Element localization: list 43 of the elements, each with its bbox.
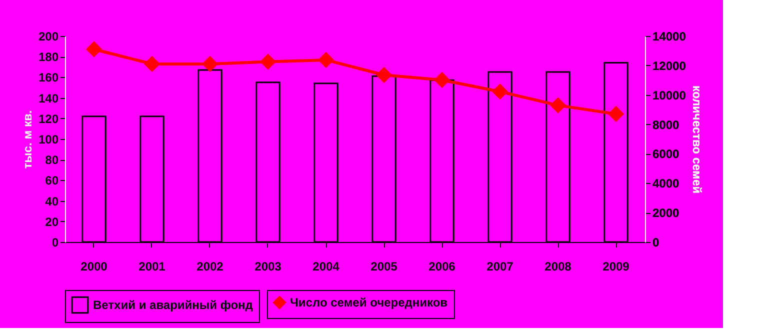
y2-tick-label: 4000 [652, 176, 680, 191]
y2-tick-label: 10000 [652, 88, 686, 102]
legend-label: Ветхий и аварийный фонд [93, 298, 254, 312]
x-tick-label: 2001 [138, 260, 166, 274]
point [434, 72, 450, 88]
x-tick-label: 2004 [312, 260, 340, 274]
y-tick-label: 80 [45, 153, 59, 168]
y2-tick-label: 0 [652, 236, 660, 250]
x-tick-label: 2003 [254, 260, 282, 274]
y-tick-label: 160 [38, 70, 59, 85]
y-tick-label: 180 [38, 50, 59, 64]
point [376, 66, 392, 84]
point [144, 56, 160, 72]
point [260, 54, 276, 70]
y2-tick-label: 12000 [652, 58, 686, 73]
point [550, 97, 566, 114]
x-tick-label: 2008 [544, 260, 572, 274]
y-tick-label: 0 [52, 236, 59, 250]
y-tick-label: 60 [45, 174, 59, 188]
y-tick-label: 100 [38, 132, 59, 146]
point [202, 56, 218, 72]
y-tick-label: 200 [38, 30, 59, 44]
y2-tick-label: 14000 [652, 30, 686, 44]
y-tick-label: 40 [45, 194, 59, 208]
y2-tick-label: 8000 [652, 118, 680, 132]
x-tick-label: 2006 [428, 260, 456, 274]
point [608, 106, 624, 122]
y2-axis-title: количество семей [690, 86, 704, 194]
x-tick-label: 2002 [196, 260, 224, 274]
point [318, 52, 334, 68]
y-tick-label: 20 [45, 214, 59, 229]
y-tick-label: 120 [38, 112, 59, 126]
x-tick-label: 2005 [370, 260, 398, 274]
x-tick-label: 2007 [486, 260, 514, 274]
legend-label: Число семей очередников [290, 296, 448, 310]
point [492, 84, 508, 100]
y2-tick-label: 6000 [652, 147, 680, 162]
x-tick-label: 2000 [80, 260, 108, 274]
y-tick-label: 140 [38, 91, 59, 106]
x-tick-label: 2009 [602, 260, 630, 274]
y2-tick-label: 2000 [652, 206, 680, 220]
y-axis-title: тыс. м кв. [20, 110, 34, 169]
point [86, 41, 102, 58]
